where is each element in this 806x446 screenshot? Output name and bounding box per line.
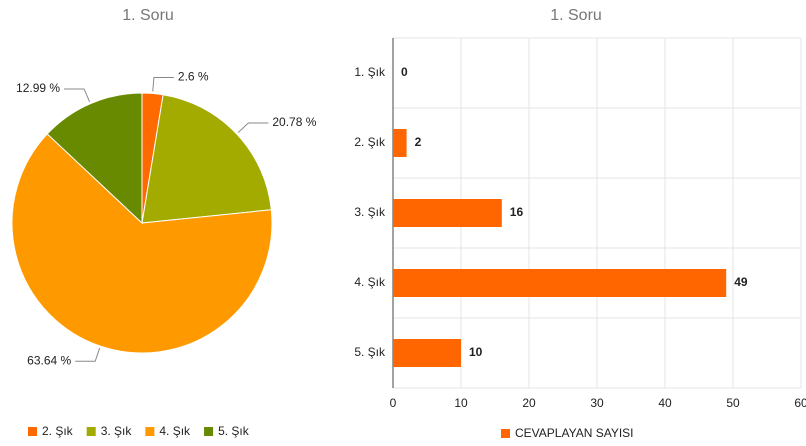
- pie-label: 12.99 %: [16, 81, 60, 95]
- y-tick-label: 4. Şık: [354, 275, 386, 289]
- legend-swatch: [145, 427, 155, 436]
- bar: [393, 199, 502, 227]
- legend-swatch: [501, 429, 510, 438]
- x-tick-label: 20: [522, 396, 536, 410]
- pie-label: 2.6 %: [178, 70, 209, 84]
- pie-slice: [141, 94, 272, 224]
- pie-label: 63.64 %: [27, 353, 71, 367]
- x-tick-label: 0: [390, 396, 397, 410]
- legend-label: 2. Şık: [42, 424, 74, 438]
- y-tick-label: 1. Şık: [354, 65, 386, 79]
- bar-value-label: 16: [510, 205, 524, 219]
- x-tick-label: 30: [590, 396, 604, 410]
- legend-swatch: [204, 427, 214, 436]
- pie-slice: [11, 133, 273, 354]
- leader-line: [64, 88, 91, 103]
- legend-swatch: [86, 427, 96, 436]
- leader-line: [152, 76, 174, 92]
- legend-label: 4. Şık: [159, 424, 191, 438]
- legend-label: 3. Şık: [101, 424, 133, 438]
- pie-slice: [46, 92, 143, 225]
- bar: [393, 269, 727, 297]
- bar-value-label: 2: [415, 135, 422, 149]
- leader-line: [237, 122, 269, 133]
- legend-swatch: [28, 427, 37, 436]
- x-tick-label: 60: [794, 396, 806, 410]
- bar-value-label: 49: [734, 275, 748, 289]
- bar-title: 1. Soru: [550, 7, 602, 24]
- x-tick-label: 40: [658, 396, 672, 410]
- bar: [393, 129, 407, 157]
- y-tick-label: 5. Şık: [354, 345, 386, 359]
- bar: [393, 339, 461, 367]
- y-tick-label: 2. Şık: [354, 135, 386, 149]
- leader-line: [75, 347, 101, 362]
- bar-value-label: 0: [401, 65, 408, 79]
- y-tick-label: 3. Şık: [354, 205, 386, 219]
- pie-label: 20.78 %: [272, 115, 316, 129]
- pie-title: 1. Soru: [122, 7, 174, 24]
- bar-value-label: 10: [469, 345, 483, 359]
- x-tick-label: 10: [454, 396, 468, 410]
- x-tick-label: 50: [726, 396, 740, 410]
- legend-label: 5. Şık: [218, 424, 250, 438]
- legend-label: CEVAPLAYAN SAYISI: [515, 426, 634, 440]
